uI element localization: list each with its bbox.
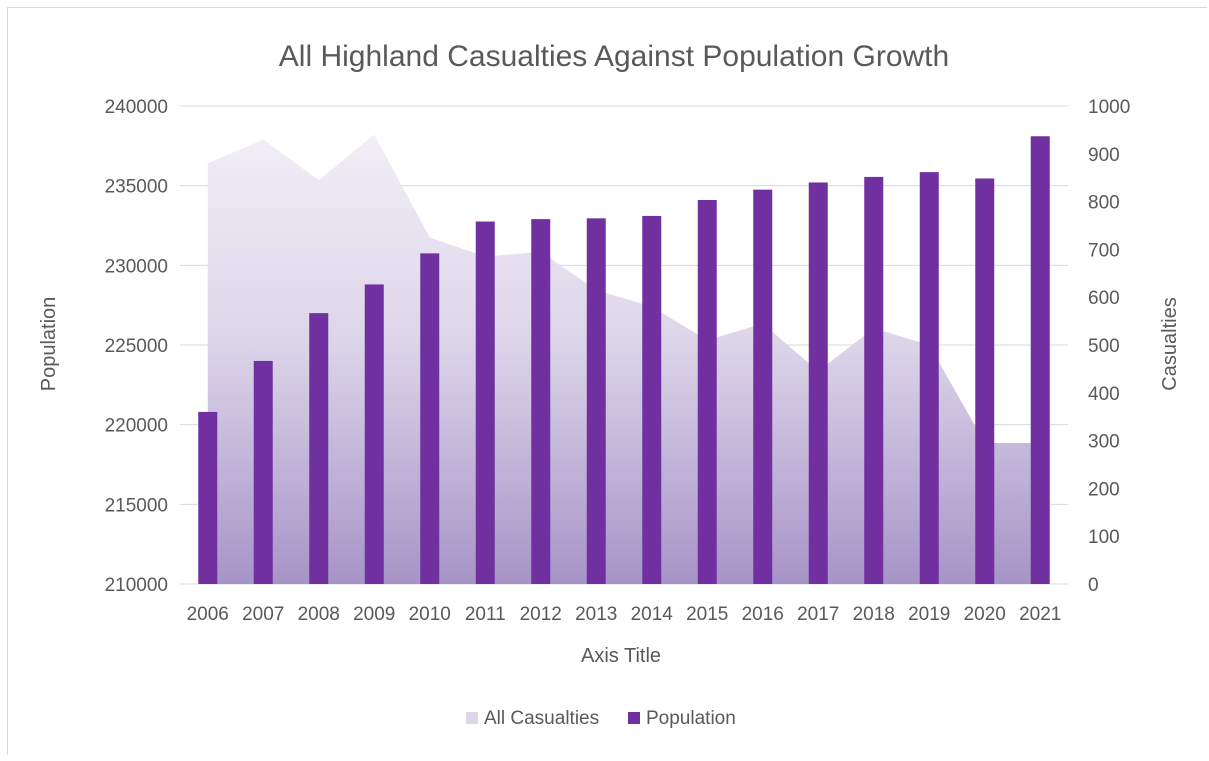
bar-population <box>309 313 328 584</box>
y-tick-label: 220000 <box>105 416 168 437</box>
bar-population <box>1031 136 1050 584</box>
y-axis-title: Population <box>38 297 60 392</box>
y2-tick-label: 100 <box>1088 527 1120 548</box>
area-series-casualties <box>208 135 1037 584</box>
x-tick-label: 2008 <box>298 604 340 625</box>
x-tick-label: 2021 <box>1019 604 1061 625</box>
x-tick-label: 2014 <box>631 604 674 625</box>
x-tick-label: 2020 <box>964 604 1006 625</box>
y-tick-label: 240000 <box>105 97 168 118</box>
legend-label-casualties: All Casualties <box>484 708 599 729</box>
bar-population <box>753 190 772 584</box>
bar-population <box>864 177 883 584</box>
bar-population <box>365 284 384 584</box>
x-tick-label: 2012 <box>520 604 562 625</box>
bar-population <box>531 219 550 584</box>
y-axis-right-ticks: 0 100 200 300 400 500 600 700 800 900 1000 <box>1088 97 1130 596</box>
bar-population <box>698 200 717 584</box>
y2-tick-label: 600 <box>1088 288 1120 309</box>
y2-tick-label: 0 <box>1088 575 1099 596</box>
legend: All Casualties Population <box>466 708 736 729</box>
bar-population <box>198 412 217 584</box>
x-tick-label: 2007 <box>242 604 284 625</box>
chart-frame: All Highland Casualties Against Populati… <box>7 7 1207 755</box>
x-tick-label: 2006 <box>187 604 229 625</box>
chart-title: All Highland Casualties Against Populati… <box>279 40 949 73</box>
y2-tick-label: 400 <box>1088 384 1120 405</box>
y-tick-label: 235000 <box>105 177 168 198</box>
x-tick-label: 2011 <box>465 604 506 625</box>
legend-swatch-population <box>628 712 640 724</box>
bar-population <box>809 182 828 584</box>
bar-population <box>420 253 439 584</box>
bar-population <box>587 218 606 584</box>
y-tick-label: 230000 <box>105 256 168 277</box>
y2-tick-label: 800 <box>1088 193 1120 214</box>
x-tick-label: 2019 <box>908 604 950 625</box>
y-tick-label: 210000 <box>105 575 168 596</box>
bar-population <box>642 216 661 584</box>
y2-tick-label: 200 <box>1088 479 1120 500</box>
y-axis-left-ticks: 210000 215000 220000 225000 230000 235000 2400… <box>105 97 168 596</box>
y2-tick-label: 300 <box>1088 432 1120 453</box>
x-tick-label: 2010 <box>409 604 451 625</box>
bar-population <box>975 178 994 584</box>
bar-population <box>920 172 939 584</box>
chart-svg: All Highland Casualties Against Populati… <box>8 8 1208 756</box>
x-axis-title: Axis Title <box>581 645 661 667</box>
legend-label-population: Population <box>646 708 736 729</box>
x-tick-label: 2013 <box>575 604 617 625</box>
bar-population <box>476 222 495 584</box>
y2-axis-title: Casualties <box>1159 297 1181 390</box>
y2-tick-label: 500 <box>1088 336 1120 357</box>
legend-swatch-casualties <box>466 712 478 724</box>
x-tick-label: 2015 <box>686 604 728 625</box>
y-tick-label: 215000 <box>105 495 168 516</box>
bar-population <box>254 361 273 584</box>
area-casualties <box>208 135 1037 584</box>
x-tick-label: 2017 <box>797 604 839 625</box>
y2-tick-label: 900 <box>1088 145 1120 166</box>
x-tick-label: 2009 <box>353 604 395 625</box>
x-axis-ticks: 2006 2007 2008 2009 2010 2011 2012 2013 2014 2015… <box>187 604 1062 625</box>
y2-tick-label: 1000 <box>1088 97 1130 118</box>
y-tick-label: 225000 <box>105 336 168 357</box>
x-tick-label: 2018 <box>853 604 895 625</box>
x-tick-label: 2016 <box>742 604 784 625</box>
y2-tick-label: 700 <box>1088 240 1120 261</box>
